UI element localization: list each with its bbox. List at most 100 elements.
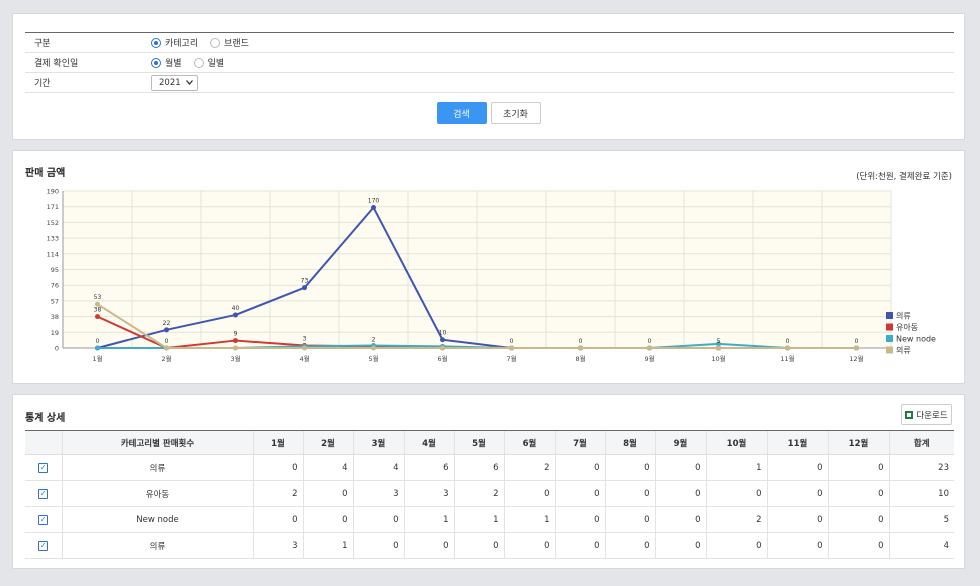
table-row: ✓ New node 0 0 0 1 1 1 0 0 0 2 0 0 5 <box>25 506 954 533</box>
month-value-cell: 0 <box>554 532 605 559</box>
y-tick-label: 19 <box>51 329 59 337</box>
x-tick-label: 3월 <box>230 354 240 363</box>
month-value-cell: 2 <box>453 480 504 507</box>
row-checkbox-cell: ✓ <box>25 480 62 507</box>
y-tick-label: 95 <box>51 266 59 274</box>
radio-category[interactable]: 카테고리 <box>151 36 198 49</box>
month-value-cell: 0 <box>302 506 353 533</box>
radio-category-label: 카테고리 <box>165 39 199 49</box>
total-cell: 4 <box>888 532 954 559</box>
y-tick-label: 190 <box>47 188 59 196</box>
month-value-cell: 0 <box>252 454 303 481</box>
month-value-cell: 0 <box>252 506 303 533</box>
data-point <box>716 341 721 347</box>
x-tick-label: 12월 <box>849 354 863 363</box>
month-value-cell: 0 <box>766 506 828 533</box>
radio-monthly[interactable]: 월별 <box>151 56 182 69</box>
month-value-cell: 0 <box>554 454 605 481</box>
month-value-cell: 0 <box>766 454 828 481</box>
data-point <box>785 345 790 351</box>
month-value-cell: 0 <box>705 480 767 507</box>
month-value-cell: 1 <box>453 506 504 533</box>
row-checkbox-cell: ✓ <box>25 532 62 559</box>
row-checkbox[interactable]: ✓ <box>38 462 49 473</box>
data-label: 53 <box>94 294 102 301</box>
month-value-cell: 0 <box>654 532 706 559</box>
filter-label-type: 구분 <box>34 39 51 49</box>
data-point <box>647 345 652 351</box>
total-cell: 5 <box>888 506 954 533</box>
row-checkbox-cell: ✓ <box>25 454 62 481</box>
reset-button[interactable]: 초기화 <box>490 102 541 124</box>
month-value-cell: 2 <box>503 454 555 481</box>
x-tick-label: 6월 <box>437 354 447 363</box>
data-label: 0 <box>579 338 583 345</box>
radio-daily[interactable]: 일별 <box>193 56 225 69</box>
month-value-cell: 0 <box>604 454 655 481</box>
category-cell: 유아동 <box>61 480 253 507</box>
y-tick-label: 133 <box>47 235 59 243</box>
month-value-cell: 0 <box>453 532 504 559</box>
excel-icon <box>905 410 914 419</box>
data-point <box>233 338 238 344</box>
header-month: 5월 <box>453 430 504 455</box>
data-point <box>440 337 445 343</box>
table-row: ✓ 유아동 2 0 3 3 2 0 0 0 0 0 0 0 10 <box>25 480 954 507</box>
header-month: 2월 <box>302 430 353 455</box>
radio-monthly-label: 월별 <box>165 59 182 69</box>
header-checkbox-cell <box>25 430 62 455</box>
row-checkbox[interactable]: ✓ <box>38 514 49 525</box>
data-label: 170 <box>368 198 380 205</box>
data-point <box>371 205 376 211</box>
sales-chart-title: 판매 금액 <box>25 168 66 179</box>
data-point <box>302 345 307 351</box>
download-button[interactable]: 다운로드 <box>901 404 952 425</box>
data-label: 22 <box>163 320 171 327</box>
month-value-cell: 0 <box>352 506 404 533</box>
month-value-cell: 0 <box>554 506 605 533</box>
month-value-cell: 3 <box>352 480 404 507</box>
header-month: 11월 <box>766 430 828 455</box>
category-cell: New node <box>61 506 253 533</box>
radio-dot-icon <box>151 57 161 68</box>
filter-row-payment-date: 결제 확인일 월별 일별 <box>25 53 954 73</box>
row-checkbox[interactable]: ✓ <box>38 488 49 499</box>
y-tick-label: 57 <box>51 297 59 305</box>
header-month: 9월 <box>654 430 706 455</box>
filter-row-type: 구분 카테고리 브랜드 <box>25 33 954 53</box>
year-select[interactable]: 2021 <box>151 74 198 91</box>
radio-dot-icon <box>210 37 221 48</box>
data-point <box>95 301 100 307</box>
stats-panel: 통계 상세 다운로드 카테고리별 판매횟수 1월 2월 3월 4월 5월 6월 … <box>12 394 965 569</box>
data-point <box>95 345 100 351</box>
data-label: 0 <box>855 338 859 345</box>
radio-brand[interactable]: 브랜드 <box>210 36 249 49</box>
header-month: 7월 <box>554 430 605 455</box>
row-checkbox[interactable]: ✓ <box>38 540 49 551</box>
month-value-cell: 0 <box>827 454 889 481</box>
data-label: 9 <box>234 331 238 338</box>
data-point <box>854 345 859 351</box>
header-month: 3월 <box>352 430 404 455</box>
x-tick-label: 11월 <box>780 354 794 363</box>
month-value-cell: 0 <box>827 506 889 533</box>
stats-title: 통계 상세 <box>25 413 66 424</box>
month-value-cell: 0 <box>654 480 706 507</box>
search-button[interactable]: 검색 <box>436 102 487 124</box>
data-point <box>164 327 169 333</box>
month-value-cell: 0 <box>604 506 655 533</box>
stats-table: 카테고리별 판매횟수 1월 2월 3월 4월 5월 6월 7월 8월 9월 10… <box>25 430 954 559</box>
month-value-cell: 4 <box>302 454 353 481</box>
data-label: 0 <box>648 338 652 345</box>
radio-daily-label: 일별 <box>207 59 225 69</box>
month-value-cell: 0 <box>352 532 404 559</box>
data-point <box>509 345 514 351</box>
data-point <box>233 312 238 318</box>
data-point <box>578 345 583 351</box>
header-total: 합계 <box>888 430 954 455</box>
total-cell: 23 <box>888 454 954 481</box>
legend-swatch <box>886 323 893 331</box>
legend-label: 의류 <box>896 311 911 321</box>
x-tick-label: 9월 <box>644 354 654 363</box>
